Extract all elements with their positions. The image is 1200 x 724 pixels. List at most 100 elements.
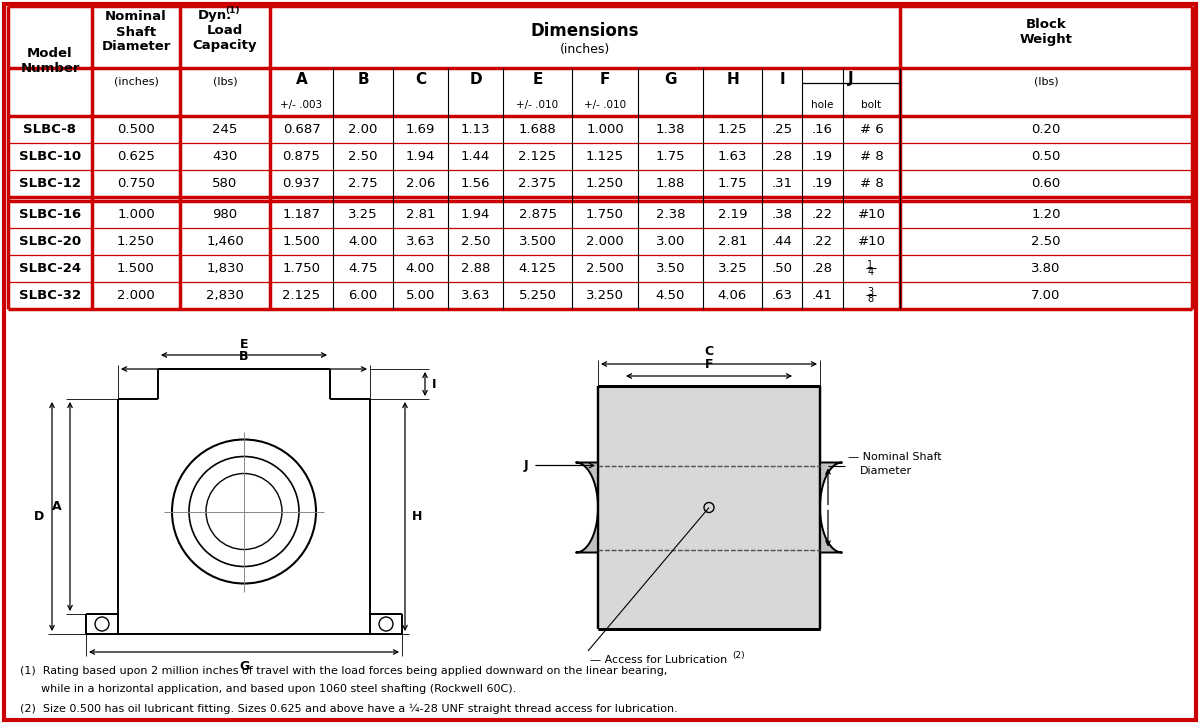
Text: F: F (600, 72, 610, 86)
Text: 1.63: 1.63 (718, 150, 748, 163)
Text: 2.125: 2.125 (518, 150, 557, 163)
Text: B: B (239, 350, 248, 363)
Text: 2.000: 2.000 (586, 235, 624, 248)
Text: — Nominal Shaft: — Nominal Shaft (848, 452, 942, 461)
Text: A: A (295, 72, 307, 86)
Text: 2.375: 2.375 (518, 177, 557, 190)
Text: Load: Load (206, 25, 244, 38)
Text: (lbs): (lbs) (212, 77, 238, 87)
Text: C: C (704, 345, 714, 358)
Text: Dimensions: Dimensions (530, 22, 640, 40)
Text: 2,830: 2,830 (206, 289, 244, 302)
Text: 1.500: 1.500 (282, 235, 320, 248)
Text: 4.75: 4.75 (348, 262, 378, 275)
Text: 1.69: 1.69 (406, 123, 436, 136)
Text: 1.25: 1.25 (718, 123, 748, 136)
Text: 2.875: 2.875 (518, 208, 557, 221)
Text: 3.250: 3.250 (586, 289, 624, 302)
Text: 4.06: 4.06 (718, 289, 748, 302)
Text: 0.50: 0.50 (1031, 150, 1061, 163)
Text: 2.81: 2.81 (718, 235, 748, 248)
Text: +/- .010: +/- .010 (516, 100, 558, 110)
Text: .25: .25 (772, 123, 792, 136)
Text: .50: .50 (772, 262, 792, 275)
Text: (2): (2) (732, 651, 745, 660)
Text: 3: 3 (868, 287, 874, 297)
Text: I: I (432, 377, 437, 390)
Text: SLBC-20: SLBC-20 (19, 235, 82, 248)
Text: SLBC-24: SLBC-24 (19, 262, 82, 275)
Polygon shape (576, 463, 598, 552)
Text: Diameter: Diameter (860, 466, 912, 476)
Text: 2.06: 2.06 (406, 177, 436, 190)
Text: 1.94: 1.94 (461, 208, 490, 221)
Text: 3.63: 3.63 (406, 235, 436, 248)
Text: (1)  Rating based upon 2 million inches of travel with the load forces being app: (1) Rating based upon 2 million inches o… (20, 666, 667, 676)
Text: G: G (665, 72, 677, 86)
Text: Dyn.: Dyn. (198, 9, 232, 22)
Text: 2.00: 2.00 (348, 123, 378, 136)
Text: Block
Weight: Block Weight (1020, 18, 1073, 46)
Text: .19: .19 (812, 177, 833, 190)
Text: 3.500: 3.500 (518, 235, 557, 248)
Bar (598, 386, 820, 629)
Text: .28: .28 (772, 150, 792, 163)
Text: 0.20: 0.20 (1031, 123, 1061, 136)
Text: .22: .22 (812, 208, 833, 221)
Text: 580: 580 (212, 177, 238, 190)
Text: 1.688: 1.688 (518, 123, 557, 136)
Text: 1.250: 1.250 (118, 235, 155, 248)
Text: .16: .16 (812, 123, 833, 136)
Text: Model
Number: Model Number (20, 47, 79, 75)
Text: 2.38: 2.38 (655, 208, 685, 221)
Text: 2.81: 2.81 (406, 208, 436, 221)
Text: 4.50: 4.50 (656, 289, 685, 302)
Text: 0.625: 0.625 (118, 150, 155, 163)
Text: .28: .28 (812, 262, 833, 275)
Text: 1.000: 1.000 (118, 208, 155, 221)
Text: 1.750: 1.750 (282, 262, 320, 275)
Text: 4.00: 4.00 (348, 235, 378, 248)
Text: 1.750: 1.750 (586, 208, 624, 221)
Text: SLBC-16: SLBC-16 (19, 208, 82, 221)
Text: 1.94: 1.94 (406, 150, 436, 163)
Text: 3.80: 3.80 (1031, 262, 1061, 275)
Text: 430: 430 (212, 150, 238, 163)
Text: 2.500: 2.500 (586, 262, 624, 275)
Text: J: J (848, 72, 854, 86)
Text: 8: 8 (868, 294, 874, 304)
Text: Capacity: Capacity (193, 40, 257, 53)
Text: 1.44: 1.44 (461, 150, 490, 163)
Text: SLBC-10: SLBC-10 (19, 150, 82, 163)
Text: #10: #10 (858, 208, 886, 221)
Text: (1): (1) (226, 7, 240, 15)
Text: 1: 1 (868, 260, 874, 270)
Text: 1.187: 1.187 (282, 208, 320, 221)
Text: 2.19: 2.19 (718, 208, 748, 221)
Text: 1.56: 1.56 (461, 177, 491, 190)
Text: Nominal
Shaft
Diameter: Nominal Shaft Diameter (101, 11, 170, 54)
Text: 1.88: 1.88 (656, 177, 685, 190)
Text: # 8: # 8 (859, 150, 883, 163)
Text: 1.250: 1.250 (586, 177, 624, 190)
Text: 2.50: 2.50 (461, 235, 491, 248)
Text: 4.00: 4.00 (406, 262, 436, 275)
Text: G: G (239, 660, 250, 673)
Text: SLBC-32: SLBC-32 (19, 289, 82, 302)
Text: 2.50: 2.50 (348, 150, 378, 163)
Text: 0.687: 0.687 (283, 123, 320, 136)
Text: .38: .38 (772, 208, 792, 221)
Text: F: F (704, 358, 713, 371)
Text: D: D (34, 510, 44, 523)
Text: 4.125: 4.125 (518, 262, 557, 275)
Text: 1.500: 1.500 (118, 262, 155, 275)
Text: 1.13: 1.13 (461, 123, 491, 136)
Text: 1.75: 1.75 (655, 150, 685, 163)
Text: .44: .44 (772, 235, 792, 248)
Text: 1.125: 1.125 (586, 150, 624, 163)
Text: 245: 245 (212, 123, 238, 136)
Text: +/- .003: +/- .003 (281, 100, 323, 110)
Text: (inches): (inches) (114, 77, 158, 87)
Text: E: E (533, 72, 542, 86)
Text: (2)  Size 0.500 has oil lubricant fitting. Sizes 0.625 and above have a ¼-28 UNF: (2) Size 0.500 has oil lubricant fitting… (20, 704, 678, 714)
